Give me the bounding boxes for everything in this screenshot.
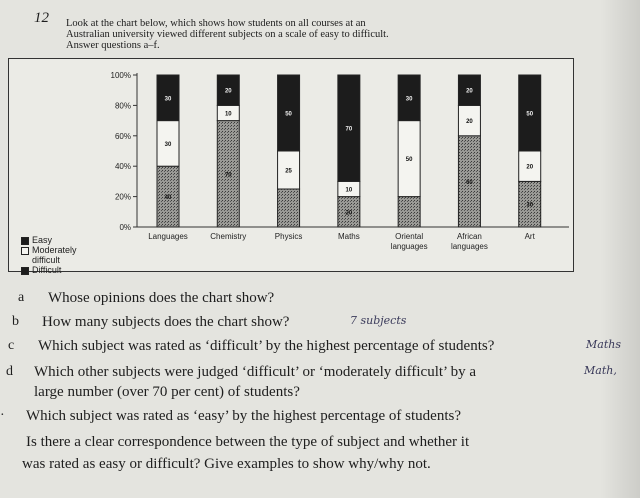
data-label: 30	[165, 96, 172, 102]
legend-swatch	[21, 247, 29, 255]
x-tick-label: Chemistry	[210, 232, 246, 241]
chart-legend: Easy Moderately difficult Difficult	[21, 235, 77, 275]
data-label: 20	[346, 210, 353, 216]
question-intro: Look at the chart below, which shows how…	[66, 18, 536, 51]
data-label: 10	[225, 112, 232, 118]
handwritten-note: Maths	[586, 338, 621, 351]
handwritten-note: Math,	[584, 364, 617, 377]
data-label: 70	[225, 172, 232, 178]
bar-segment	[457, 74, 481, 106]
legend-label: Moderately difficult	[32, 245, 77, 265]
legend-label: Easy	[32, 235, 53, 245]
legend-swatch	[21, 237, 29, 245]
data-label: 10	[346, 188, 353, 194]
bar-segment	[337, 74, 361, 182]
data-label: 20	[225, 89, 232, 95]
x-tick-label: languages	[391, 242, 428, 251]
x-tick-label: African	[457, 232, 482, 241]
data-label: 70	[346, 127, 353, 133]
legend-item-moderately-difficult: Moderately difficult	[21, 245, 77, 265]
data-label: 30	[165, 142, 172, 148]
question-number: 12	[34, 10, 49, 26]
x-tick-label: Languages	[148, 232, 188, 241]
data-label: 50	[526, 112, 533, 118]
page-shadow	[600, 0, 640, 498]
legend-label: Difficult	[32, 265, 62, 275]
bar-segment	[156, 74, 180, 122]
intro-line: Australian university viewed different s…	[66, 29, 389, 40]
data-label: 50	[285, 112, 292, 118]
legend-item-difficult: Difficult	[21, 265, 77, 275]
data-label: 50	[406, 157, 413, 163]
legend-swatch	[21, 267, 29, 275]
stacked-bar-chart: 0% 20% 40% 60% 80% 100% 40 30 30 Languages 70 10 20 C…	[111, 71, 569, 251]
data-label: 40	[165, 195, 172, 201]
x-tick-label: Maths	[338, 232, 360, 241]
x-tick-label: Oriental	[395, 232, 423, 241]
y-tick-label: 0%	[119, 223, 131, 232]
intro-line: Look at the chart below, which shows how…	[66, 18, 366, 29]
data-label: 30	[526, 203, 533, 209]
y-tick-label: 20%	[115, 193, 131, 202]
y-tick-label: 60%	[115, 132, 131, 141]
y-tick-label: 80%	[115, 101, 131, 110]
legend-item-easy: Easy	[21, 235, 77, 245]
x-tick-label: Art	[525, 232, 536, 241]
y-tick-label: 100%	[111, 71, 131, 80]
bar-segment	[277, 74, 301, 152]
y-tick-label: 40%	[115, 162, 131, 171]
x-tick-label: languages	[451, 242, 488, 251]
data-label: 20	[466, 89, 473, 95]
bar-segment	[277, 188, 301, 228]
data-label: 20	[466, 119, 473, 125]
data-label: 20	[526, 165, 533, 171]
bar-segment	[216, 74, 240, 106]
bar-segment	[397, 196, 421, 228]
intro-line: Answer questions a–f.	[66, 40, 160, 51]
handwritten-note: 7 subjects	[350, 314, 407, 327]
chart-frame: 0% 20% 40% 60% 80% 100% 40 30 30 Languages 70 10 20 C…	[8, 58, 574, 275]
x-tick-label: Physics	[275, 232, 303, 241]
data-label: 25	[285, 169, 292, 175]
data-label: 30	[406, 96, 413, 102]
bar-segment	[518, 74, 542, 152]
data-label: 60	[466, 180, 473, 186]
bar-segment	[397, 74, 421, 122]
